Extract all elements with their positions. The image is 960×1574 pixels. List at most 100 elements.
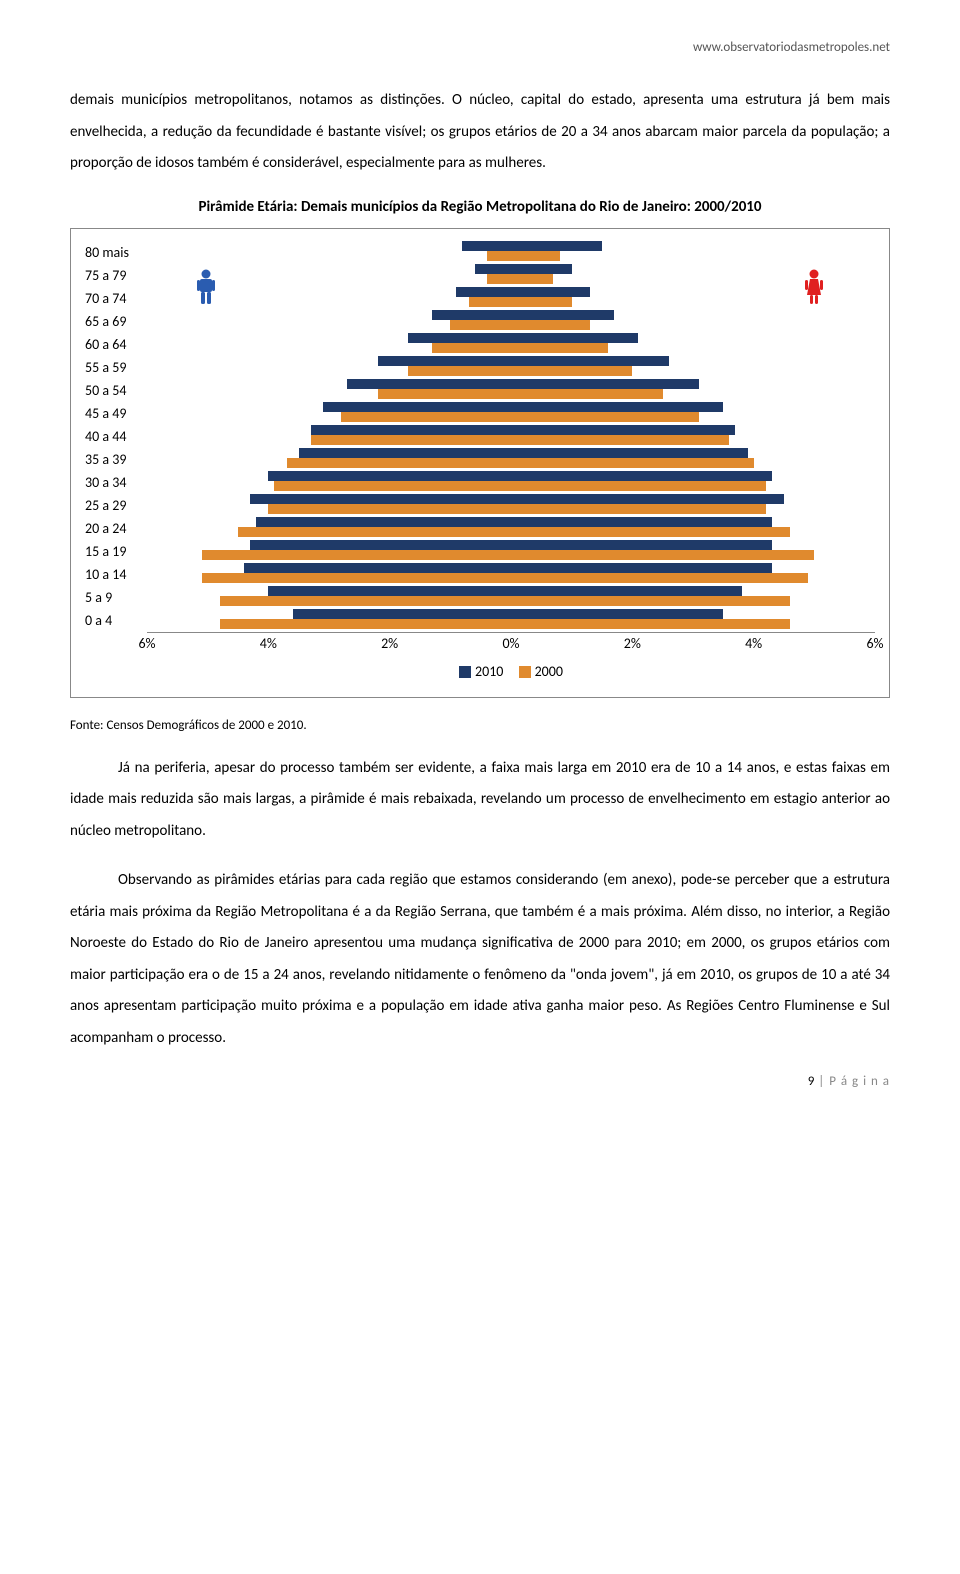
bar-2010: [475, 264, 511, 274]
pyramid-row: [147, 494, 875, 517]
bar-2000: [268, 504, 511, 514]
bar-2010: [511, 540, 772, 550]
age-label: 15 a 19: [85, 540, 147, 563]
bar-2010: [511, 241, 602, 251]
bar-2010: [378, 356, 511, 366]
bar-2010: [432, 310, 511, 320]
bar-2010: [511, 448, 748, 458]
legend-2010: 2010: [459, 663, 503, 680]
bar-2010: [511, 333, 638, 343]
chart-title: Pirâmide Etária: Demais municípios da Re…: [70, 198, 890, 216]
bar-2010: [256, 517, 511, 527]
bar-2010: [244, 563, 511, 573]
legend-label-2010: 2010: [475, 663, 503, 680]
bar-2000: [287, 458, 511, 468]
age-label: 10 a 14: [85, 563, 147, 586]
chart-legend: 2010 2000: [147, 659, 875, 680]
bar-2000: [511, 297, 572, 307]
bar-2010: [511, 494, 784, 504]
bar-2000: [511, 481, 766, 491]
bar-2000: [511, 366, 632, 376]
bar-2000: [511, 619, 790, 629]
bar-2000: [469, 297, 511, 307]
bar-2010: [511, 425, 735, 435]
bar-2000: [378, 389, 511, 399]
bar-2000: [450, 320, 511, 330]
bar-2000: [511, 573, 808, 583]
male-icon: [195, 269, 217, 315]
x-tick-label: 4%: [260, 635, 277, 652]
bar-2010: [511, 402, 723, 412]
legend-label-2000: 2000: [535, 663, 563, 680]
x-tick-label: 2%: [381, 635, 398, 652]
bar-2000: [511, 389, 663, 399]
y-axis-labels: 80 mais75 a 7970 a 7465 a 6960 a 6455 a …: [85, 241, 147, 632]
bar-2010: [456, 287, 511, 297]
x-axis-ticks: 6%4%2%0%2%4%6%: [147, 633, 875, 659]
age-label: 45 a 49: [85, 402, 147, 425]
bar-2000: [511, 504, 766, 514]
age-label: 70 a 74: [85, 287, 147, 310]
swatch-2010: [459, 666, 471, 678]
age-label: 60 a 64: [85, 333, 147, 356]
pyramid-chart: 80 mais75 a 7970 a 7465 a 6960 a 6455 a …: [70, 228, 890, 698]
bar-2000: [511, 251, 560, 261]
paragraph-1: demais municípios metropolitanos, notamo…: [70, 85, 890, 180]
bar-2010: [511, 563, 772, 573]
bar-2000: [511, 320, 590, 330]
bar-2000: [238, 527, 511, 537]
bar-2000: [432, 343, 511, 353]
pyramid-row: [147, 241, 875, 264]
bar-2010: [268, 586, 511, 596]
page-label: P á g i n a: [829, 1074, 890, 1089]
page-number: 9: [808, 1074, 815, 1089]
pyramid-row: [147, 517, 875, 540]
header-url: www.observatoriodasmetropoles.net: [70, 40, 890, 55]
bar-2010: [293, 609, 511, 619]
age-label: 35 a 39: [85, 448, 147, 471]
bar-2000: [511, 343, 608, 353]
bar-2010: [250, 494, 511, 504]
bar-2000: [274, 481, 511, 491]
pyramid-row: [147, 333, 875, 356]
bar-2010: [299, 448, 511, 458]
age-label: 80 mais: [85, 241, 147, 264]
chart-source: Fonte: Censos Demográficos de 2000 e 201…: [70, 718, 890, 733]
bar-2010: [347, 379, 511, 389]
pyramid-row: [147, 379, 875, 402]
bar-2010: [250, 540, 511, 550]
pyramid-row: [147, 540, 875, 563]
age-label: 25 a 29: [85, 494, 147, 517]
bar-2000: [511, 412, 699, 422]
bar-2010: [511, 586, 742, 596]
age-label: 50 a 54: [85, 379, 147, 402]
bar-2010: [511, 264, 572, 274]
age-label: 30 a 34: [85, 471, 147, 494]
age-label: 65 a 69: [85, 310, 147, 333]
bar-2010: [511, 356, 669, 366]
bar-2010: [511, 287, 590, 297]
female-icon: [803, 269, 825, 315]
pyramid-row: [147, 609, 875, 632]
swatch-2000: [519, 666, 531, 678]
page-footer: 9 | P á g i n a: [70, 1074, 890, 1089]
pyramid-row: [147, 425, 875, 448]
bar-2000: [202, 550, 511, 560]
pyramid-row: [147, 287, 875, 310]
bar-2000: [511, 550, 814, 560]
bar-2000: [511, 435, 729, 445]
pyramid-row: [147, 586, 875, 609]
age-label: 55 a 59: [85, 356, 147, 379]
bar-2000: [341, 412, 511, 422]
pyramid-row: [147, 356, 875, 379]
pyramid-bars: [147, 241, 875, 632]
bar-2010: [408, 333, 511, 343]
bar-2010: [462, 241, 511, 251]
bar-2000: [408, 366, 511, 376]
bar-2010: [511, 517, 772, 527]
x-tick-label: 2%: [624, 635, 641, 652]
paragraph-2: Já na periferia, apesar do processo tamb…: [70, 753, 890, 848]
bar-2000: [487, 274, 511, 284]
bar-2000: [511, 274, 553, 284]
pyramid-row: [147, 264, 875, 287]
